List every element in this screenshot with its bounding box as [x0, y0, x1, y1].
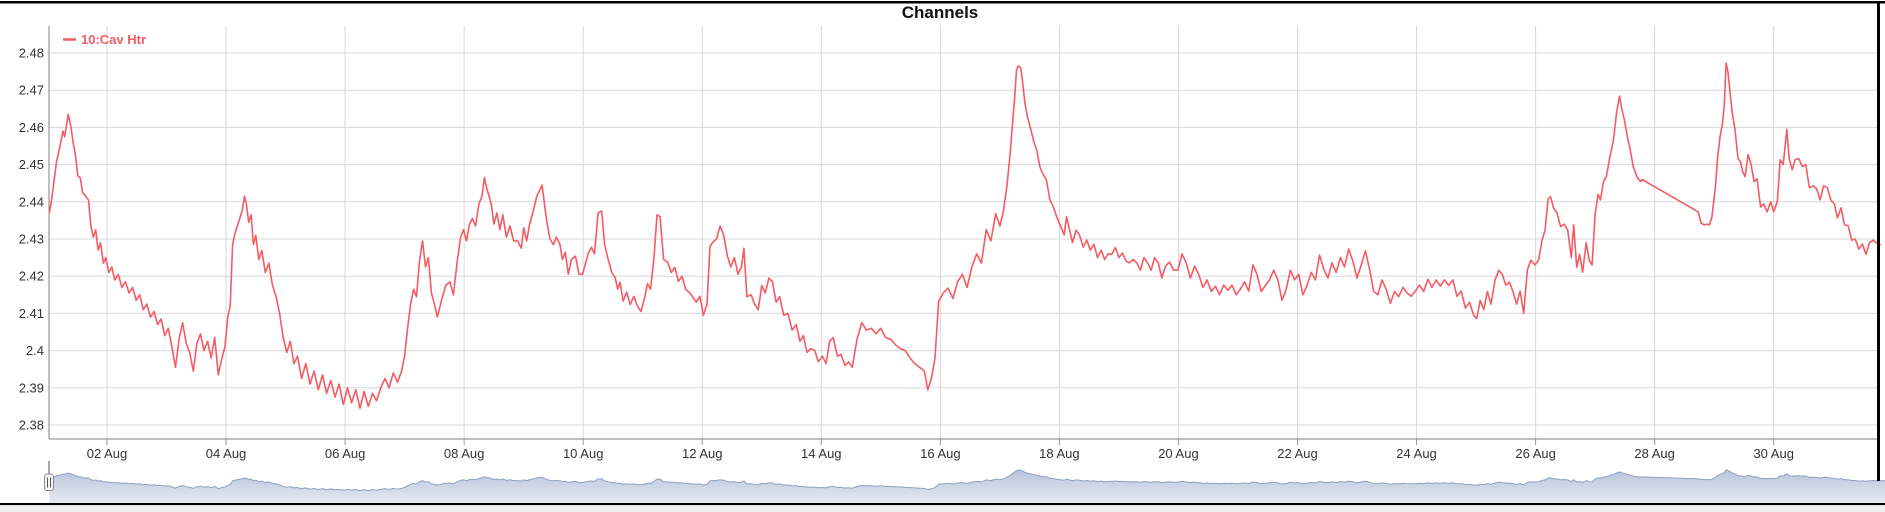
y-tick-label: 2.38 [19, 418, 44, 433]
axis-layer: 2.48 2.47 2.46 2.45 2.44 2.43 2.42 2.41 2.4 2.39 2… [19, 26, 1878, 461]
y-tick-label: 2.41 [19, 306, 44, 321]
x-tick-label: 02 Aug [87, 446, 128, 461]
series-layer [48, 62, 1881, 410]
x-tick-label: 22 Aug [1277, 446, 1318, 461]
x-tick-label: 08 Aug [444, 446, 485, 461]
chart-top-border [0, 1, 1885, 4]
x-tick-label: 24 Aug [1396, 446, 1437, 461]
x-tick-label: 10 Aug [563, 446, 604, 461]
y-tick-label: 2.42 [19, 269, 44, 284]
x-tick-label: 04 Aug [206, 446, 247, 461]
grid-layer [49, 26, 1878, 439]
x-tick-label: 06 Aug [325, 446, 366, 461]
x-tick-label: 28 Aug [1634, 446, 1675, 461]
y-tick-label: 2.45 [19, 157, 44, 172]
x-tick-label: 26 Aug [1515, 446, 1556, 461]
y-tick-label: 2.43 [19, 232, 44, 247]
legend-label: 10:Cav Htr [81, 32, 146, 47]
scrollbar-track[interactable] [0, 505, 1885, 512]
y-tick-label: 2.44 [19, 194, 44, 209]
y-tick-label: 2.4 [26, 343, 44, 358]
x-tick-label: 12 Aug [682, 446, 723, 461]
x-tick-label: 16 Aug [920, 446, 961, 461]
x-tick-label: 20 Aug [1158, 446, 1199, 461]
y-tick-label: 2.47 [19, 83, 44, 98]
y-tick-label: 2.48 [19, 46, 44, 61]
x-tick-label: 14 Aug [801, 446, 842, 461]
navigator-bottom-border [0, 503, 1885, 506]
legend-item-cav-htr[interactable]: 10:Cav Htr [63, 32, 146, 47]
navigator-left-handle[interactable] [44, 473, 54, 491]
y-tick-label: 2.39 [19, 380, 44, 395]
series-line-10-cav-htr [48, 62, 1881, 410]
x-tick-label: 30 Aug [1753, 446, 1794, 461]
navigator-series-outline [49, 469, 1885, 492]
x-tick-label: 18 Aug [1039, 446, 1080, 461]
y-tick-label: 2.46 [19, 120, 44, 135]
page-title: Channels [902, 3, 979, 22]
navigator[interactable] [44, 461, 1885, 503]
navigator-area[interactable] [49, 469, 1885, 503]
